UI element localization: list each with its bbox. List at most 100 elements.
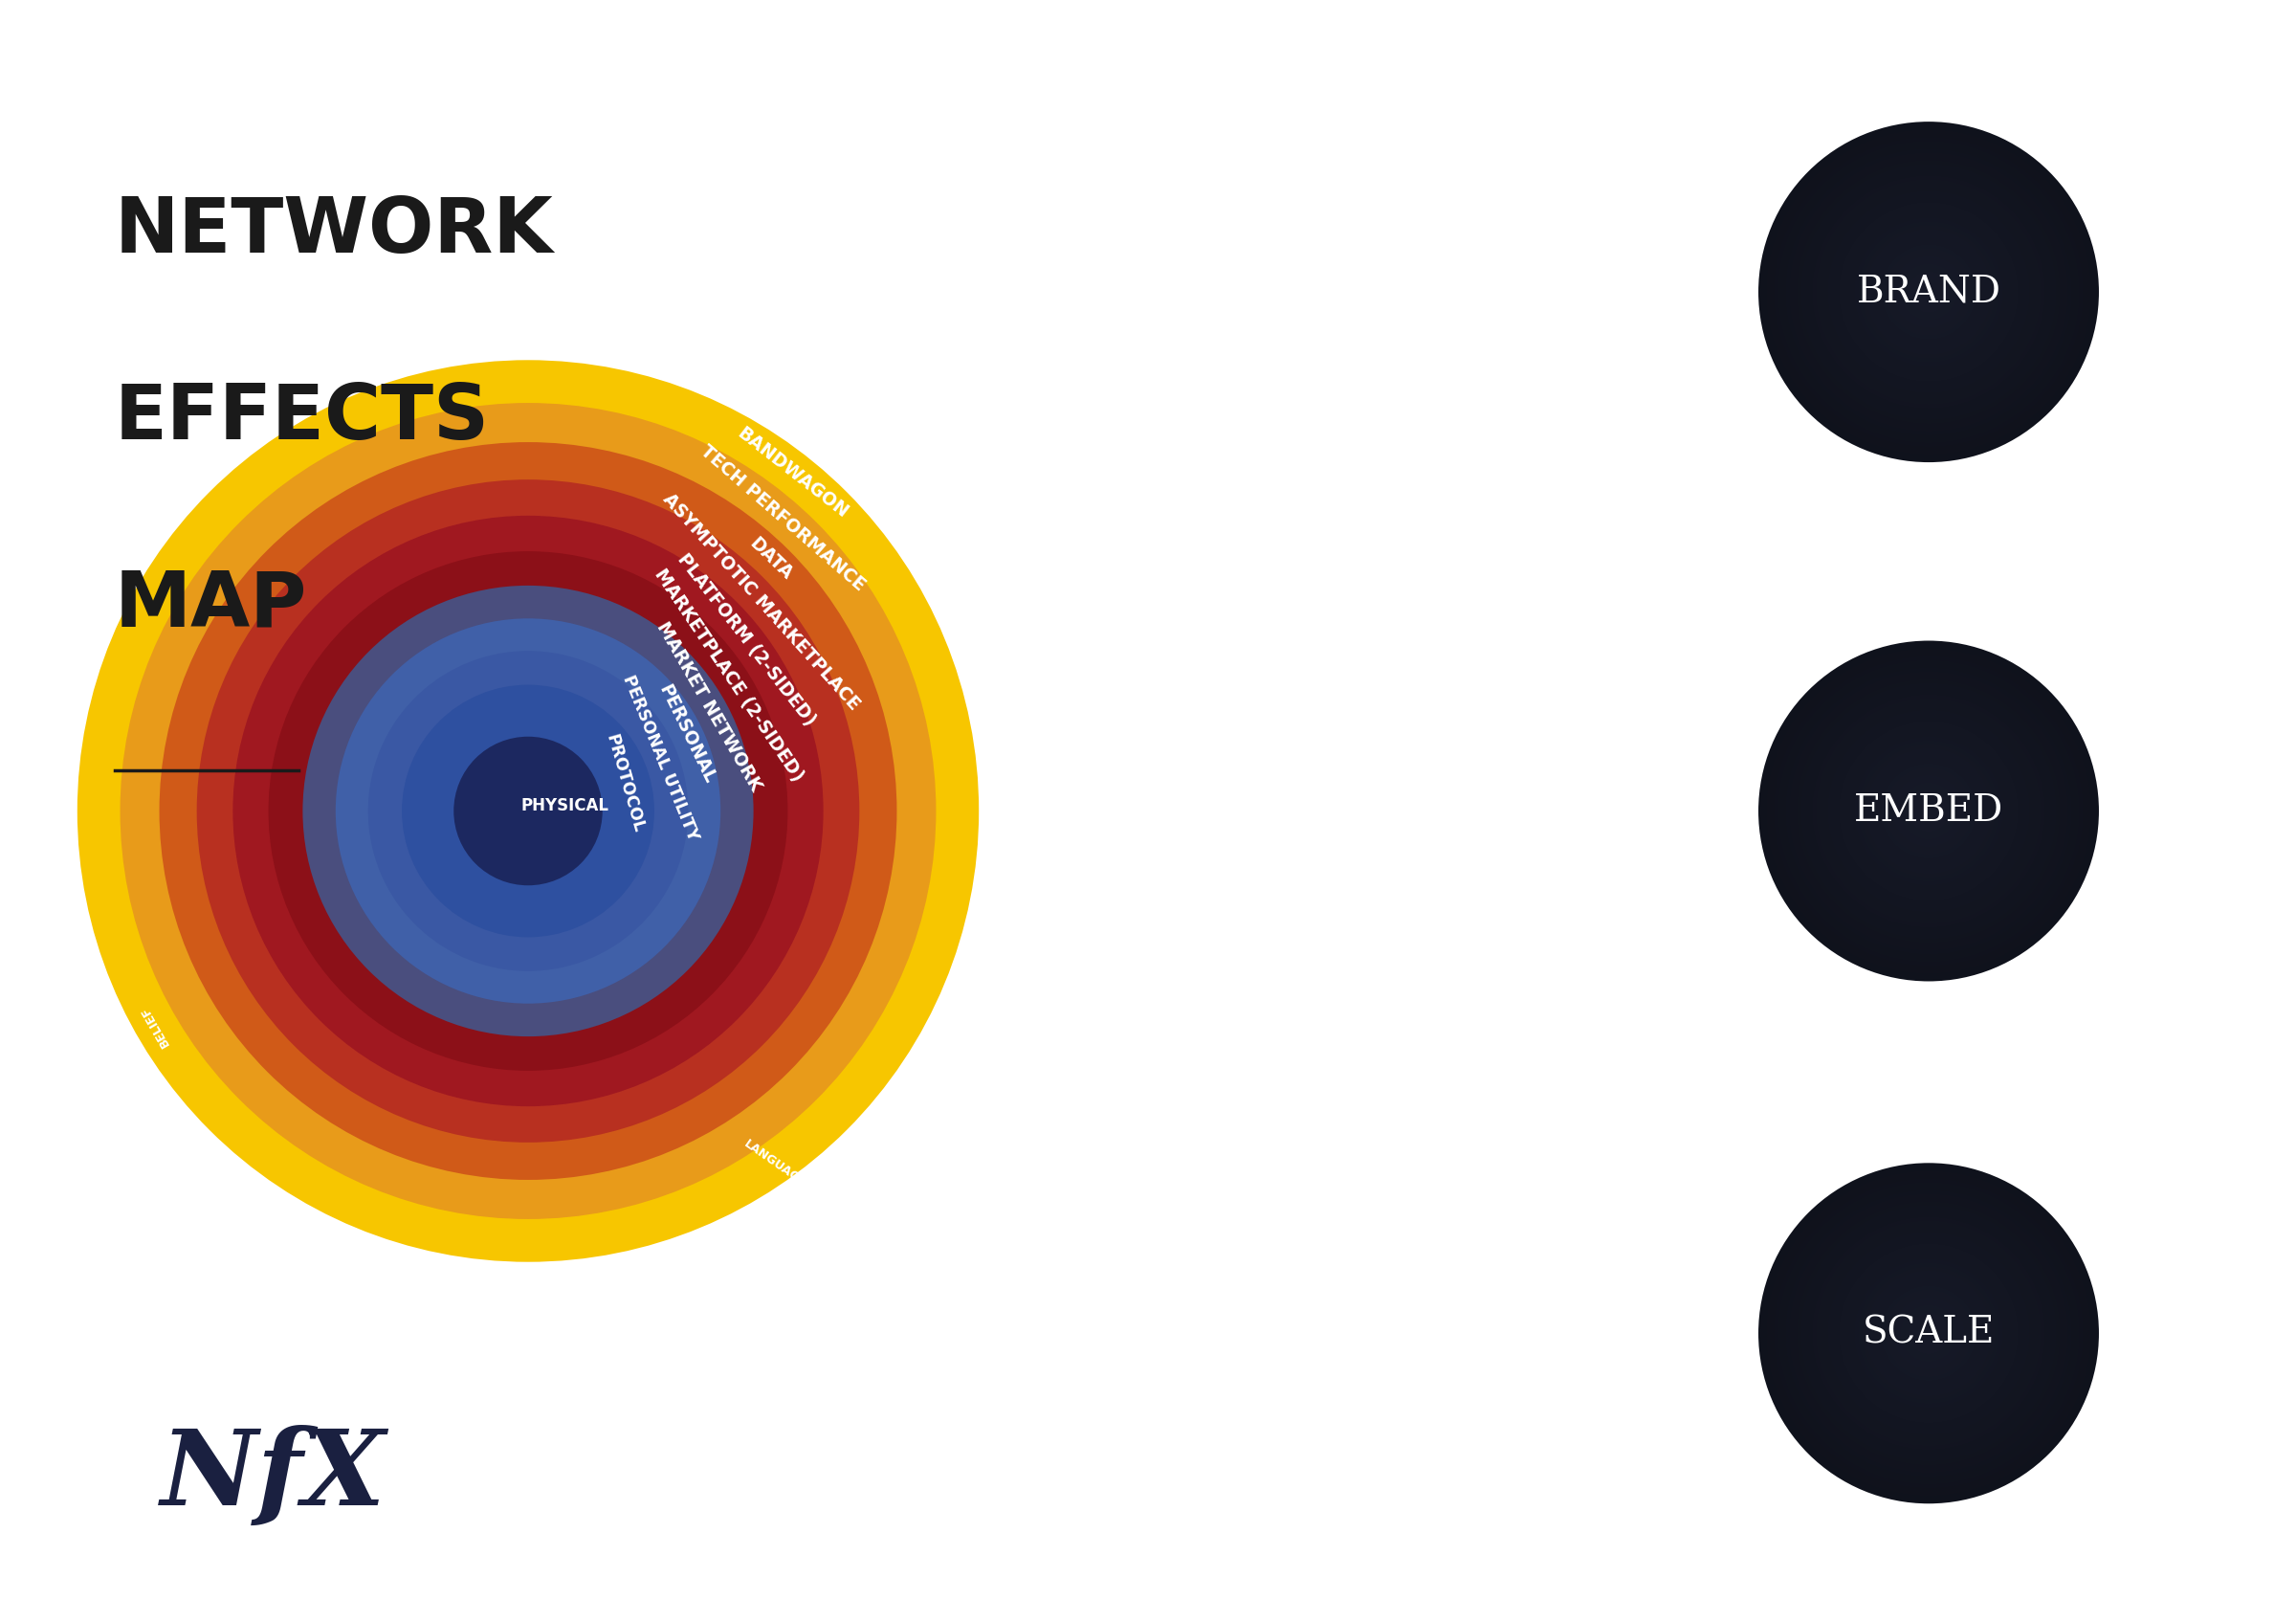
Circle shape <box>1862 1267 1995 1400</box>
Circle shape <box>1789 672 2069 950</box>
Circle shape <box>1775 136 2082 448</box>
Circle shape <box>1857 221 2000 363</box>
Text: NETWORK: NETWORK <box>115 195 553 269</box>
Circle shape <box>1885 767 1972 855</box>
Circle shape <box>1880 245 1977 339</box>
Circle shape <box>1908 790 1949 832</box>
Circle shape <box>1821 1225 2037 1442</box>
Circle shape <box>1862 744 1995 878</box>
Circle shape <box>1874 237 1984 347</box>
Circle shape <box>1855 217 2002 367</box>
Circle shape <box>1835 198 2023 386</box>
Circle shape <box>1869 1275 1988 1392</box>
Circle shape <box>1816 697 2041 925</box>
Circle shape <box>1913 795 1945 827</box>
Circle shape <box>269 551 788 1071</box>
Circle shape <box>1835 717 2023 905</box>
Circle shape <box>78 360 978 1262</box>
Circle shape <box>1901 263 1956 321</box>
Text: PHYSICAL: PHYSICAL <box>521 796 608 814</box>
Circle shape <box>1770 133 2087 451</box>
Circle shape <box>1896 779 1961 843</box>
Circle shape <box>1844 206 2014 378</box>
Circle shape <box>1786 668 2071 954</box>
Circle shape <box>1789 152 2069 431</box>
Circle shape <box>232 516 824 1106</box>
Circle shape <box>1913 1317 1945 1350</box>
Circle shape <box>1766 130 2092 454</box>
Circle shape <box>1908 1312 1949 1354</box>
Circle shape <box>1892 1298 1965 1369</box>
Circle shape <box>1896 260 1961 324</box>
Circle shape <box>1805 1208 2053 1458</box>
Circle shape <box>1896 1301 1961 1366</box>
Circle shape <box>1798 1202 2060 1465</box>
Circle shape <box>1770 652 2087 970</box>
Circle shape <box>1798 680 2060 942</box>
Circle shape <box>1766 649 2092 973</box>
Circle shape <box>1892 775 1965 847</box>
Circle shape <box>1862 225 1995 358</box>
Circle shape <box>1786 149 2071 435</box>
Circle shape <box>1892 256 1965 328</box>
Circle shape <box>1821 183 2037 401</box>
Circle shape <box>1913 276 1945 308</box>
Circle shape <box>1855 736 2002 886</box>
Circle shape <box>1851 214 2007 370</box>
Circle shape <box>1874 756 1984 866</box>
Circle shape <box>1855 1259 2002 1408</box>
Circle shape <box>1832 714 2025 908</box>
Circle shape <box>1805 686 2053 936</box>
Circle shape <box>158 443 898 1179</box>
Circle shape <box>1782 663 2076 959</box>
Circle shape <box>1878 759 1979 863</box>
Circle shape <box>1775 1178 2082 1489</box>
Circle shape <box>1800 164 2057 420</box>
Circle shape <box>1763 644 2094 978</box>
Text: DATA: DATA <box>746 535 797 584</box>
Circle shape <box>1903 268 1954 316</box>
Circle shape <box>1901 782 1956 840</box>
Circle shape <box>197 480 859 1142</box>
Circle shape <box>1846 1251 2011 1416</box>
Circle shape <box>1867 1270 1991 1397</box>
Circle shape <box>1890 251 1968 333</box>
Circle shape <box>335 618 721 1004</box>
Circle shape <box>1857 740 2000 882</box>
Circle shape <box>1832 195 2025 389</box>
Circle shape <box>1812 694 2046 928</box>
Circle shape <box>1846 209 2011 375</box>
Circle shape <box>1766 1171 2092 1495</box>
Circle shape <box>1885 248 1972 336</box>
Text: BANDWAGON: BANDWAGON <box>732 423 852 521</box>
Circle shape <box>1885 1289 1972 1377</box>
Circle shape <box>1777 1182 2080 1484</box>
Circle shape <box>1793 156 2064 428</box>
Circle shape <box>1869 234 1988 350</box>
Text: EFFECTS: EFFECTS <box>115 381 489 456</box>
Circle shape <box>455 736 602 886</box>
Circle shape <box>1800 1205 2057 1461</box>
Circle shape <box>367 650 689 972</box>
Circle shape <box>1839 203 2018 381</box>
Circle shape <box>1880 764 1977 858</box>
Circle shape <box>1777 660 2080 962</box>
Circle shape <box>1874 1278 1984 1388</box>
Text: PLATFORM (2-SIDED): PLATFORM (2-SIDED) <box>675 550 820 730</box>
Circle shape <box>1809 1213 2048 1453</box>
Circle shape <box>1782 144 2076 440</box>
Circle shape <box>1832 1236 2025 1431</box>
Circle shape <box>1867 229 1991 355</box>
Circle shape <box>1770 1174 2087 1492</box>
Circle shape <box>1789 1194 2069 1473</box>
Text: SCALE: SCALE <box>1862 1315 1995 1351</box>
Text: TECH PERFORMANCE: TECH PERFORMANCE <box>698 441 868 594</box>
Circle shape <box>1809 172 2048 412</box>
Text: EMBED: EMBED <box>1853 793 2004 829</box>
Circle shape <box>1823 187 2034 397</box>
Circle shape <box>1805 167 2053 417</box>
Text: PROTOCOL: PROTOCOL <box>602 732 647 835</box>
Circle shape <box>119 402 937 1220</box>
Text: MARKET NETWORK: MARKET NETWORK <box>652 618 765 795</box>
Circle shape <box>1869 753 1988 869</box>
